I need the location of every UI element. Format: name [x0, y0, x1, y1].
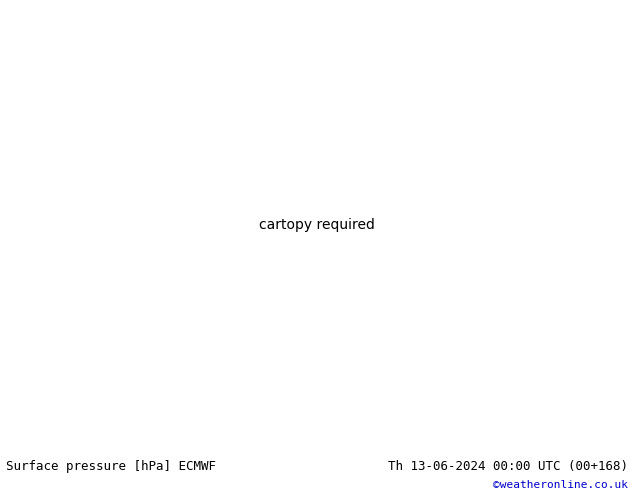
Text: cartopy required: cartopy required: [259, 218, 375, 232]
Text: ©weatheronline.co.uk: ©weatheronline.co.uk: [493, 480, 628, 490]
Text: Th 13-06-2024 00:00 UTC (00+168): Th 13-06-2024 00:00 UTC (00+168): [387, 460, 628, 472]
Text: Surface pressure [hPa] ECMWF: Surface pressure [hPa] ECMWF: [6, 460, 216, 472]
